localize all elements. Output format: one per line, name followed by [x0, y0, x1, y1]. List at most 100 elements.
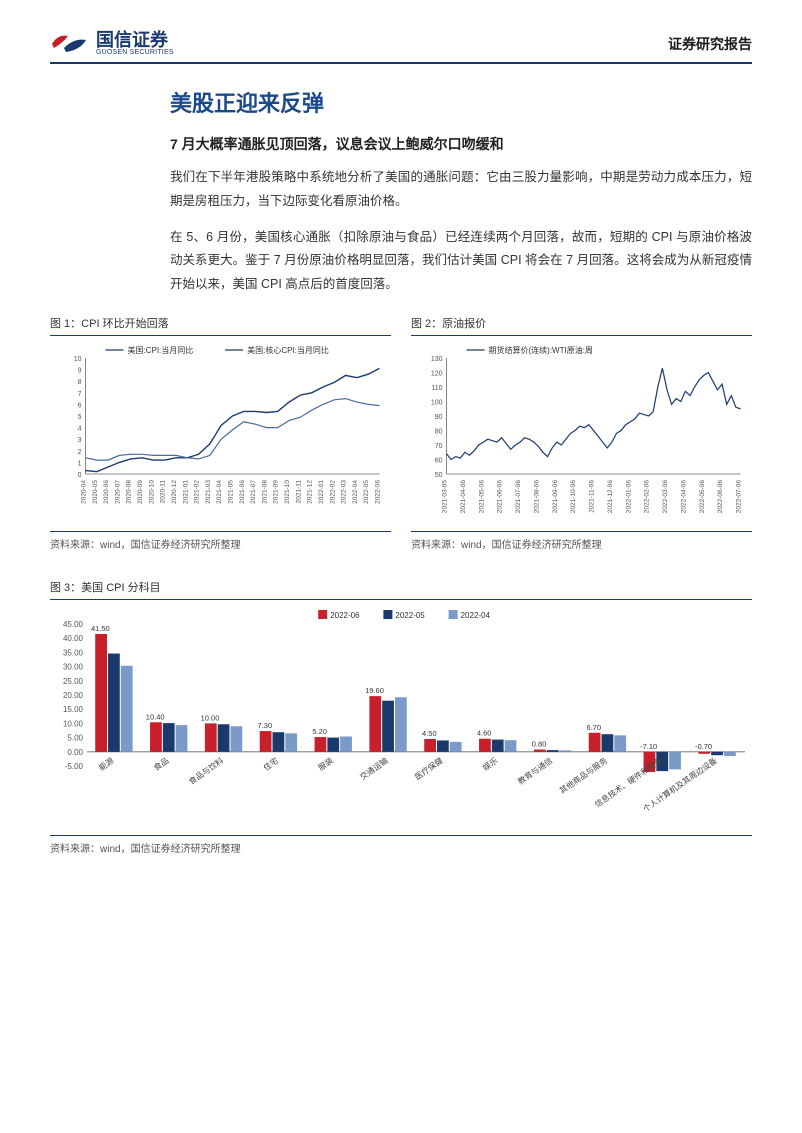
- svg-text:2021-04: 2021-04: [216, 479, 223, 503]
- svg-text:100: 100: [431, 399, 443, 406]
- svg-text:1: 1: [78, 460, 82, 467]
- svg-text:2: 2: [78, 449, 82, 456]
- svg-text:30.00: 30.00: [63, 662, 84, 671]
- chart3: 2022-06 2022-05 2022-04 -5.00 0.00 5.00 10.00 1…: [50, 606, 752, 826]
- svg-text:110: 110: [431, 385, 442, 392]
- svg-text:2021-03: 2021-03: [205, 479, 212, 503]
- svg-text:5.20: 5.20: [312, 727, 327, 736]
- svg-text:2021-06: 2021-06: [239, 479, 246, 503]
- paragraph-2: 在 5、6 月份，美国核心通胀（扣除原油与食品）已经连续两个月回落，故而，短期的…: [170, 226, 752, 297]
- svg-text:美国:CPI:当月同比: 美国:CPI:当月同比: [128, 345, 194, 355]
- svg-text:6: 6: [78, 402, 82, 409]
- svg-text:2022-05-06: 2022-05-06: [699, 479, 706, 513]
- chart3-block: 图 3：美国 CPI 分科目 2022-06 2022-05 2022-04 -5.0…: [50, 579, 752, 855]
- svg-text:2021-09: 2021-09: [273, 479, 280, 503]
- svg-text:2021-10: 2021-10: [284, 479, 291, 503]
- svg-text:2020-12: 2020-12: [171, 479, 178, 503]
- svg-text:0.80: 0.80: [532, 739, 547, 748]
- svg-text:2022-02-06: 2022-02-06: [644, 479, 651, 513]
- svg-text:-5.00: -5.00: [65, 762, 84, 771]
- svg-text:2020-11: 2020-11: [160, 479, 167, 503]
- svg-text:2021-05-06: 2021-05-06: [478, 479, 485, 513]
- svg-text:2022-04: 2022-04: [352, 479, 359, 503]
- svg-text:9: 9: [78, 367, 82, 374]
- svg-text:能源: 能源: [97, 755, 116, 772]
- chart2: 期货结算价(连续):WTI原油:周50607080901001101201302…: [411, 342, 752, 522]
- svg-text:2020-08: 2020-08: [126, 479, 133, 503]
- chart2-source: 资料来源：wind，国信证券经济研究所整理: [411, 531, 752, 551]
- chart1-source: 资料来源：wind，国信证券经济研究所整理: [50, 531, 391, 551]
- svg-text:90: 90: [435, 414, 443, 421]
- svg-text:2021-02: 2021-02: [194, 479, 201, 503]
- svg-text:2020-05: 2020-05: [92, 479, 99, 503]
- svg-text:2021-09-06: 2021-09-06: [552, 479, 559, 513]
- svg-text:7.30: 7.30: [258, 721, 273, 730]
- svg-text:20.00: 20.00: [63, 691, 84, 700]
- svg-text:2021-08-06: 2021-08-06: [533, 479, 540, 513]
- svg-text:130: 130: [431, 356, 443, 363]
- svg-text:2022-06: 2022-06: [375, 479, 382, 503]
- svg-text:2021-08: 2021-08: [261, 479, 268, 503]
- svg-text:10.00: 10.00: [201, 713, 220, 722]
- svg-text:2022-01-06: 2022-01-06: [625, 479, 632, 513]
- svg-text:2021-01: 2021-01: [182, 479, 189, 503]
- chart1-block: 图 1：CPI 环比开始回落 美国:CPI:当月同比 美国:核心CPI:当月同比 0…: [50, 315, 391, 551]
- svg-text:2022-05: 2022-05: [363, 479, 370, 503]
- svg-text:其他商品与服务: 其他商品与服务: [557, 755, 609, 795]
- svg-text:3: 3: [78, 437, 82, 444]
- svg-text:60: 60: [435, 457, 443, 464]
- svg-text:2021-12-06: 2021-12-06: [607, 479, 614, 513]
- svg-text:6.70: 6.70: [587, 723, 602, 732]
- page-header: 国信证券 GUOSEN SECURITIES 证券研究报告: [50, 30, 752, 64]
- svg-text:2022-06-06: 2022-06-06: [717, 479, 724, 513]
- svg-text:70: 70: [435, 443, 443, 450]
- svg-text:2021-11: 2021-11: [295, 479, 302, 503]
- chart3-source: 资料来源：wind，国信证券经济研究所整理: [50, 835, 752, 855]
- svg-text:19.60: 19.60: [365, 686, 384, 695]
- chart1-caption: 图 1：CPI 环比开始回落: [50, 315, 391, 336]
- svg-text:2022-01: 2022-01: [318, 479, 325, 503]
- chart3-caption: 图 3：美国 CPI 分科目: [50, 579, 752, 600]
- svg-text:2021-03-05: 2021-03-05: [442, 479, 449, 513]
- svg-text:2021-10-06: 2021-10-06: [570, 479, 577, 513]
- logo-text-cn: 国信证券: [96, 31, 174, 49]
- svg-text:2021-04-06: 2021-04-06: [460, 479, 467, 513]
- svg-text:2021-07-06: 2021-07-06: [515, 479, 522, 513]
- svg-text:教育与通信: 教育与通信: [516, 755, 555, 786]
- page-subtitle: 7 月大概率通胀见顶回落，议息会议上鲍威尔口吻缓和: [170, 134, 752, 154]
- svg-text:住宅: 住宅: [261, 755, 280, 772]
- svg-text:2022-05: 2022-05: [395, 611, 425, 620]
- svg-text:2022-07-06: 2022-07-06: [736, 479, 743, 513]
- svg-text:交通运输: 交通运输: [358, 755, 390, 782]
- svg-text:2022-04: 2022-04: [461, 611, 491, 620]
- svg-text:40.00: 40.00: [63, 634, 84, 643]
- svg-text:2021-07: 2021-07: [250, 479, 257, 503]
- logo-icon: [50, 30, 88, 56]
- svg-text:4: 4: [78, 425, 82, 432]
- svg-text:120: 120: [431, 370, 443, 377]
- svg-text:期货结算价(连续):WTI原油:周: 期货结算价(连续):WTI原油:周: [489, 345, 593, 355]
- svg-text:50: 50: [435, 472, 443, 479]
- svg-text:2022-06: 2022-06: [330, 611, 360, 620]
- svg-text:0.00: 0.00: [67, 748, 83, 757]
- svg-text:美国:核心CPI:当月同比: 美国:核心CPI:当月同比: [247, 345, 329, 355]
- svg-text:0: 0: [78, 472, 82, 479]
- page-title: 美股正迎来反弹: [170, 86, 752, 118]
- svg-text:-7.10: -7.10: [640, 742, 657, 751]
- svg-text:10: 10: [74, 356, 82, 363]
- svg-text:食品: 食品: [152, 755, 171, 772]
- svg-text:2020-09: 2020-09: [137, 479, 144, 503]
- svg-text:医疗保健: 医疗保健: [413, 755, 445, 782]
- svg-text:2022-04-06: 2022-04-06: [680, 479, 687, 513]
- svg-text:4.60: 4.60: [477, 728, 492, 737]
- paragraph-1: 我们在下半年港股策略中系统地分析了美国的通胀问题：它由三股力量影响，中期是劳动力…: [170, 166, 752, 214]
- svg-text:10.40: 10.40: [146, 712, 165, 721]
- svg-text:2020-07: 2020-07: [114, 479, 121, 503]
- svg-text:15.00: 15.00: [63, 705, 84, 714]
- logo-text-en: GUOSEN SECURITIES: [96, 49, 174, 56]
- svg-text:2021-06-06: 2021-06-06: [497, 479, 504, 513]
- svg-text:8: 8: [78, 379, 82, 386]
- svg-text:服装: 服装: [316, 755, 335, 772]
- svg-text:5.00: 5.00: [67, 733, 83, 742]
- svg-text:食品与饮料: 食品与饮料: [187, 755, 226, 786]
